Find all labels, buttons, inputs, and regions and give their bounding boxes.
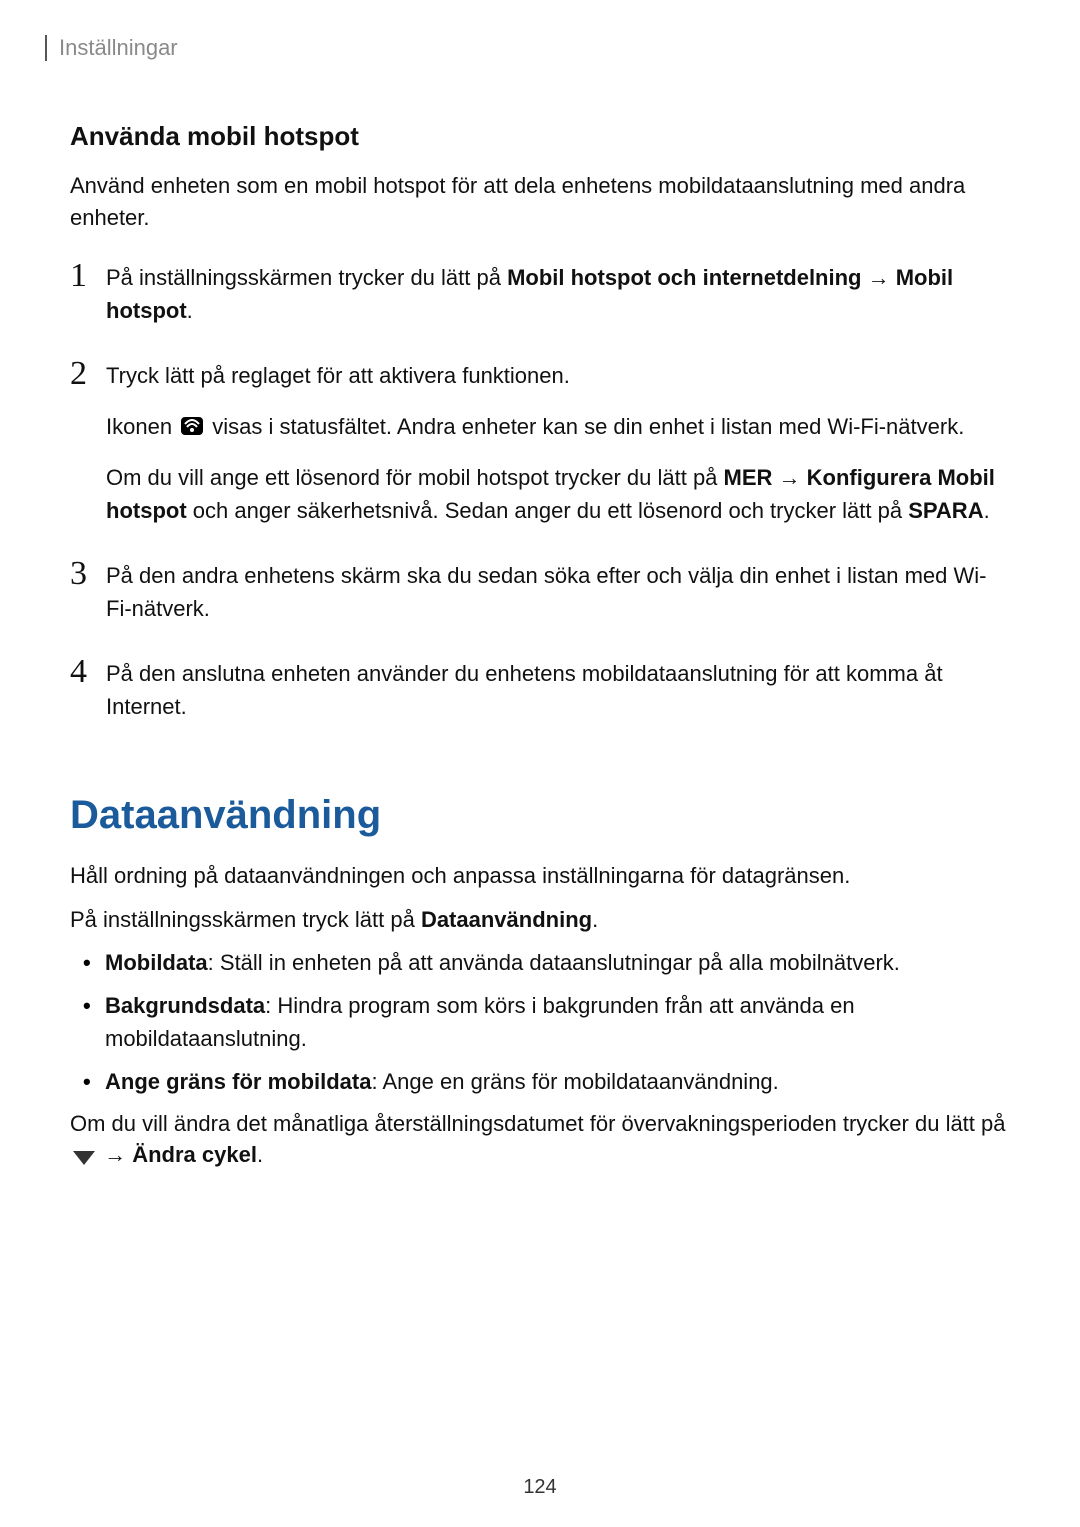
step-4-number: 4 — [70, 655, 106, 689]
step-1-body: På inställningsskärmen trycker du lätt p… — [106, 259, 1010, 327]
section-2-title: Dataanvändning — [70, 793, 1010, 838]
step-2-body: Tryck lätt på reglaget för att aktivera … — [106, 357, 1010, 527]
section-2-p3c: . — [257, 1142, 263, 1167]
step-3: 3 På den andra enhetens skärm ska du sed… — [70, 557, 1010, 625]
bullet-3-term: Ange gräns för mobildata — [105, 1069, 371, 1094]
section-2-p2b: Dataanvändning — [421, 907, 592, 932]
step-2-p3a: Om du vill ange ett lösenord för mobil h… — [106, 465, 724, 490]
step-3-text: På den andra enhetens skärm ska du sedan… — [106, 559, 1010, 625]
step-4-body: På den anslutna enheten använder du enhe… — [106, 655, 1010, 723]
step-3-body: På den andra enhetens skärm ska du sedan… — [106, 557, 1010, 625]
step-1-number: 1 — [70, 259, 106, 293]
dropdown-triangle-icon — [73, 1151, 95, 1165]
section-1-title: Använda mobil hotspot — [70, 121, 1010, 152]
bullet-1-term: Mobildata — [105, 950, 208, 975]
step-2-p3c: och anger säkerhetsnivå. Sedan anger du … — [187, 498, 909, 523]
hotspot-icon — [181, 417, 203, 435]
page-number: 124 — [0, 1476, 1080, 1499]
step-4-text: På den anslutna enheten använder du enhe… — [106, 657, 1010, 723]
step-list: 1 På inställningsskärmen trycker du lätt… — [70, 259, 1010, 723]
section-2-p2: På inställningsskärmen tryck lätt på Dat… — [70, 904, 1010, 936]
bullet-2: Bakgrundsdata: Hindra program som körs i… — [105, 989, 1010, 1055]
step-1-arrow: → — [861, 265, 895, 290]
bullet-2-term: Bakgrundsdata — [105, 993, 265, 1018]
section-2-p2a: På inställningsskärmen tryck lätt på — [70, 907, 421, 932]
step-2-p1: Tryck lätt på reglaget för att aktivera … — [106, 359, 1010, 392]
section-2-p2c: . — [592, 907, 598, 932]
step-2-p3-arrow: → — [772, 465, 806, 490]
section-1-intro: Använd enheten som en mobil hotspot för … — [70, 170, 1010, 234]
step-2-number: 2 — [70, 357, 106, 391]
section-2-p3b: Ändra cykel — [132, 1142, 257, 1167]
section-2-p1: Håll ordning på dataanvändningen och anp… — [70, 860, 1010, 892]
step-2-p3d: . — [984, 498, 990, 523]
bullet-3: Ange gräns för mobildata: Ange en gräns … — [105, 1065, 1010, 1098]
section-2-bullets: Mobildata: Ställ in enheten på att använ… — [70, 946, 1010, 1098]
step-2-p2: Ikonen visas i statusfältet. Andra enhet… — [106, 410, 1010, 443]
step-1-text-pre: På inställningsskärmen trycker du lätt p… — [106, 265, 507, 290]
step-2-p3-bold3: SPARA — [908, 498, 983, 523]
step-2-p2a: Ikonen — [106, 414, 178, 439]
step-2-p3: Om du vill ange ett lösenord för mobil h… — [106, 461, 1010, 527]
section-2-p3a: Om du vill ändra det månatliga återställ… — [70, 1111, 1006, 1136]
step-2-p2b: visas i statusfältet. Andra enheter kan … — [212, 414, 964, 439]
breadcrumb: Inställningar — [45, 35, 1010, 61]
step-2: 2 Tryck lätt på reglaget för att aktiver… — [70, 357, 1010, 527]
step-1-bold-1: Mobil hotspot och internetdelning — [507, 265, 861, 290]
bullet-3-desc: : Ange en gräns för mobildataanvändning. — [371, 1069, 778, 1094]
section-2-p3: Om du vill ändra det månatliga återställ… — [70, 1108, 1010, 1172]
bullet-1: Mobildata: Ställ in enheten på att använ… — [105, 946, 1010, 979]
step-4: 4 På den anslutna enheten använder du en… — [70, 655, 1010, 723]
step-1: 1 På inställningsskärmen trycker du lätt… — [70, 259, 1010, 327]
section-2-p3-arrow: → — [98, 1142, 132, 1167]
step-3-number: 3 — [70, 557, 106, 591]
document-page: Inställningar Använda mobil hotspot Anvä… — [0, 0, 1080, 1527]
step-1-text-post: . — [187, 298, 193, 323]
bullet-1-desc: : Ställ in enheten på att använda dataan… — [208, 950, 900, 975]
step-2-p3-bold1: MER — [724, 465, 773, 490]
